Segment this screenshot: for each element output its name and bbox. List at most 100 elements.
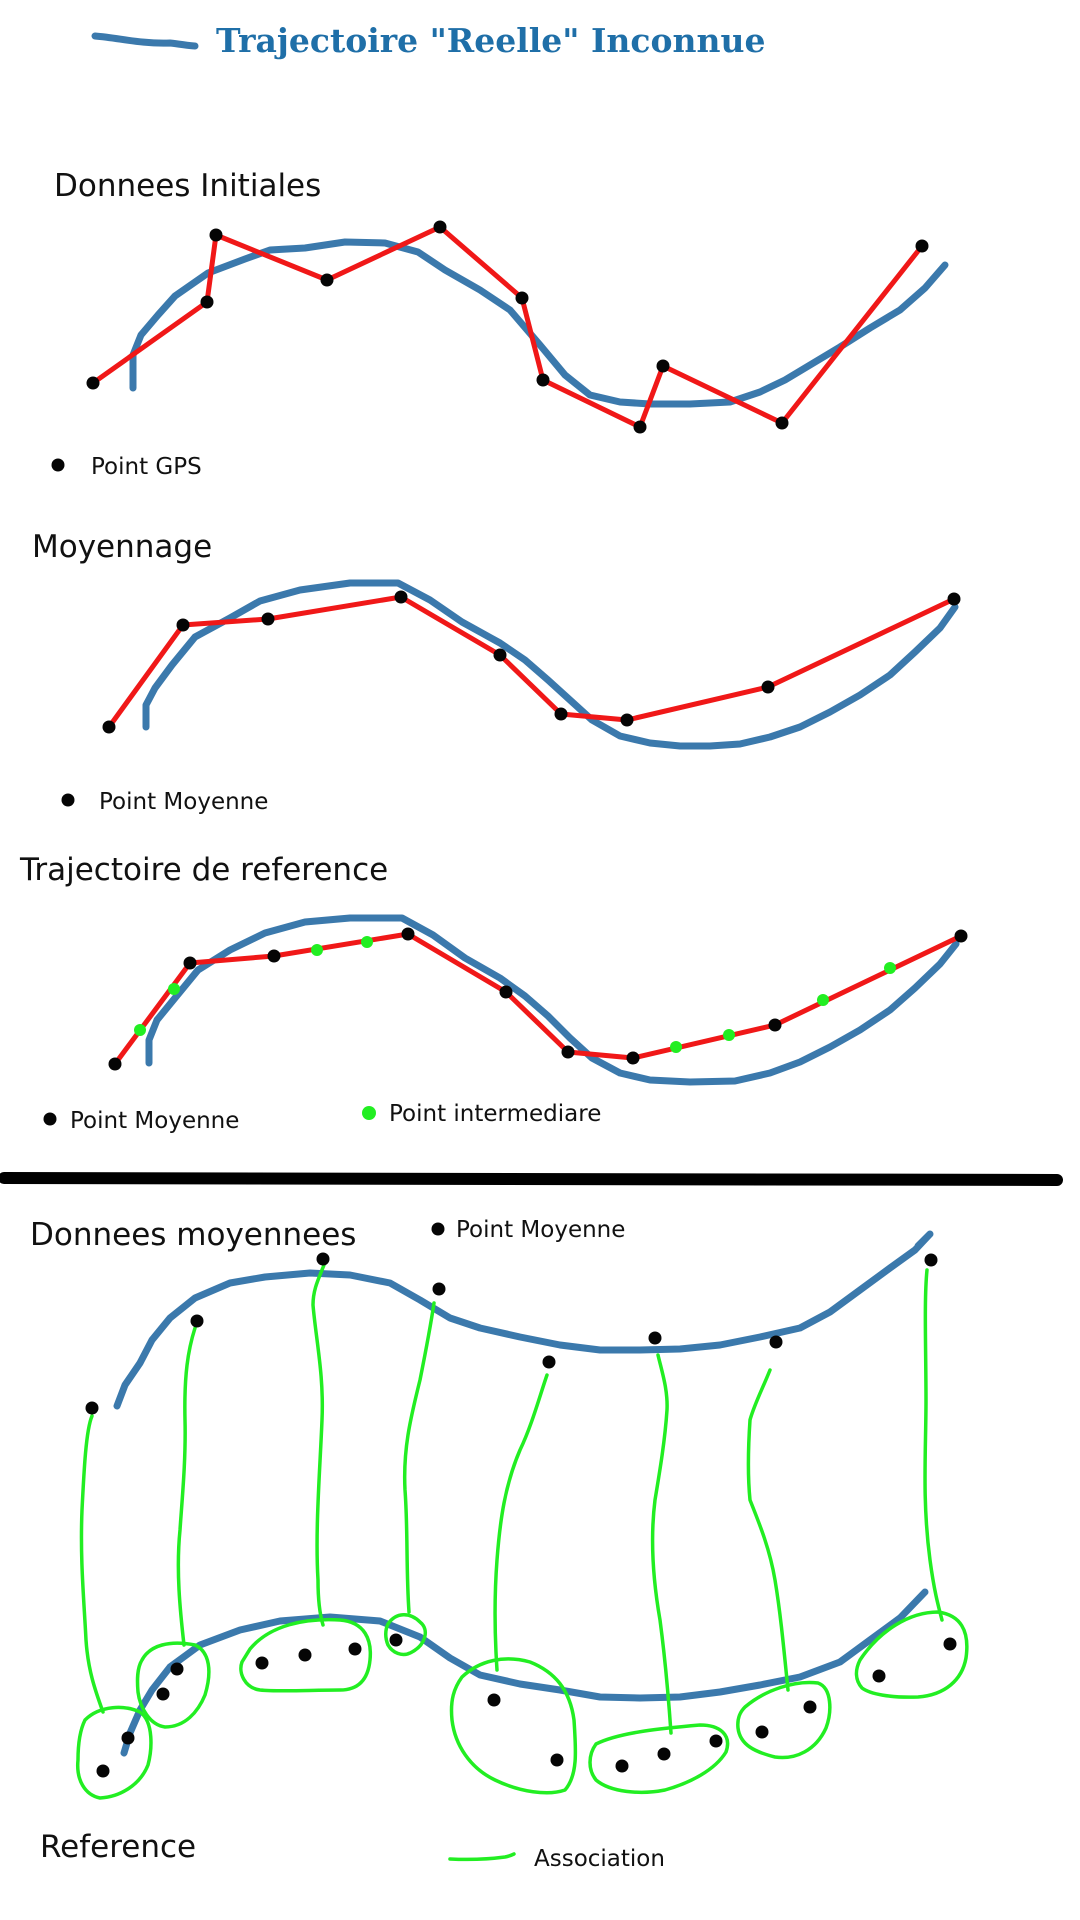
averaged-point (432, 1282, 446, 1296)
gps-point (209, 228, 223, 242)
gps-point (86, 376, 100, 390)
averaged-point (554, 707, 568, 721)
real-trajectory-2 (142, 579, 959, 750)
reference-point (943, 1637, 957, 1651)
intermediate-point-legend-label: Point intermediare (389, 1101, 601, 1127)
section-title-reference: Reference (40, 1829, 196, 1865)
association-cluster (588, 1723, 730, 1795)
intermediate-point (361, 936, 373, 948)
averaged-point (769, 1335, 783, 1349)
header-title: Trajectoire "Reelle" Inconnue (216, 21, 765, 60)
reference-point (255, 1656, 269, 1670)
reference-point (803, 1700, 817, 1714)
intermediate-point (817, 994, 829, 1006)
reference-points (96, 1633, 957, 1778)
reference-point (487, 1693, 501, 1707)
averaged-point (176, 618, 190, 632)
reference-intermediate-points (134, 936, 896, 1053)
reference-point (709, 1734, 723, 1748)
gps-point (656, 359, 670, 373)
association-cluster (239, 1617, 373, 1693)
averaged-point-legend-label-2: Point Moyenne (70, 1108, 239, 1134)
association-line (176, 1326, 197, 1647)
averaged-point (499, 985, 513, 999)
section-title-averaged-data: Donnees moyennees (30, 1217, 356, 1253)
averaged-data-legend-label: Point Moyenne (456, 1217, 625, 1243)
association-line (79, 1414, 105, 1714)
averaged-point (108, 1057, 122, 1071)
gps-point (915, 239, 929, 253)
gps-point-legend-marker (51, 458, 65, 472)
intermediate-point (723, 1029, 735, 1041)
section-title-reference-trajectory: Trajectoire de reference (19, 852, 388, 888)
association-cluster (135, 1641, 211, 1729)
reference-averaged-points (108, 927, 968, 1071)
intermediate-point-legend-marker (362, 1106, 376, 1120)
intermediate-point (670, 1041, 682, 1053)
averaged-point-legend-marker (61, 793, 75, 807)
association-line (650, 1353, 673, 1735)
section-title-initial: Donnees Initiales (54, 168, 321, 204)
averaged-point (267, 949, 281, 963)
reference-point (615, 1759, 629, 1773)
gps-point (515, 291, 529, 305)
averaged-point (394, 590, 408, 604)
association-cluster (736, 1680, 832, 1760)
averaged-point-legend-marker-2 (43, 1112, 57, 1126)
averaged-points (102, 590, 961, 734)
gps-point (536, 373, 550, 387)
association-cluster (76, 1705, 153, 1800)
association-cluster (384, 1613, 428, 1657)
reference-point (298, 1648, 312, 1662)
real-trajectory-legend-swatch (91, 32, 199, 50)
averaged-point (954, 929, 968, 943)
association-cluster (449, 1657, 578, 1795)
reference-point (156, 1687, 170, 1701)
association-clusters (76, 1610, 969, 1800)
intermediate-point (134, 1024, 146, 1036)
gps-points (86, 220, 929, 434)
intermediate-point (168, 983, 180, 995)
averaged-point (261, 612, 275, 626)
averaged-point (85, 1401, 99, 1415)
association-legend-label: Association (534, 1846, 665, 1872)
reference-point (121, 1731, 135, 1745)
averaged-point (102, 720, 116, 734)
reference-point (755, 1725, 769, 1739)
real-trajectory-reference (120, 1588, 929, 1757)
gps-point (320, 273, 334, 287)
real-trajectory-3 (145, 914, 960, 1086)
reference-point (550, 1753, 564, 1767)
averaged-point (542, 1355, 556, 1369)
intermediate-point (884, 962, 896, 974)
averaged-data-points (85, 1252, 938, 1415)
association-line (402, 1301, 436, 1614)
averaged-point (620, 713, 634, 727)
gps-point (775, 416, 789, 430)
averaged-point (648, 1331, 662, 1345)
averaged-point (493, 648, 507, 662)
gps-point (433, 220, 447, 234)
gps-point (200, 295, 214, 309)
reference-point (96, 1764, 110, 1778)
section-title-averaging: Moyennage (32, 529, 212, 565)
reference-point (170, 1662, 184, 1676)
gps-point (633, 420, 647, 434)
averaged-point (561, 1045, 575, 1059)
gps-point-legend-label: Point GPS (91, 454, 202, 480)
averaged-point (947, 592, 961, 606)
averaged-point (183, 956, 197, 970)
averaged-point (768, 1018, 782, 1032)
reference-point (389, 1633, 403, 1647)
averaged-point (401, 927, 415, 941)
averaged-point-legend-label: Point Moyenne (99, 789, 268, 815)
gps-trajectory (90, 224, 925, 430)
averaged-point (924, 1253, 938, 1267)
association-cluster (854, 1610, 969, 1699)
averaged-point (761, 680, 775, 694)
association-line (493, 1373, 549, 1672)
reference-point (657, 1747, 671, 1761)
section-separator (0, 1172, 1063, 1186)
reference-point (872, 1669, 886, 1683)
